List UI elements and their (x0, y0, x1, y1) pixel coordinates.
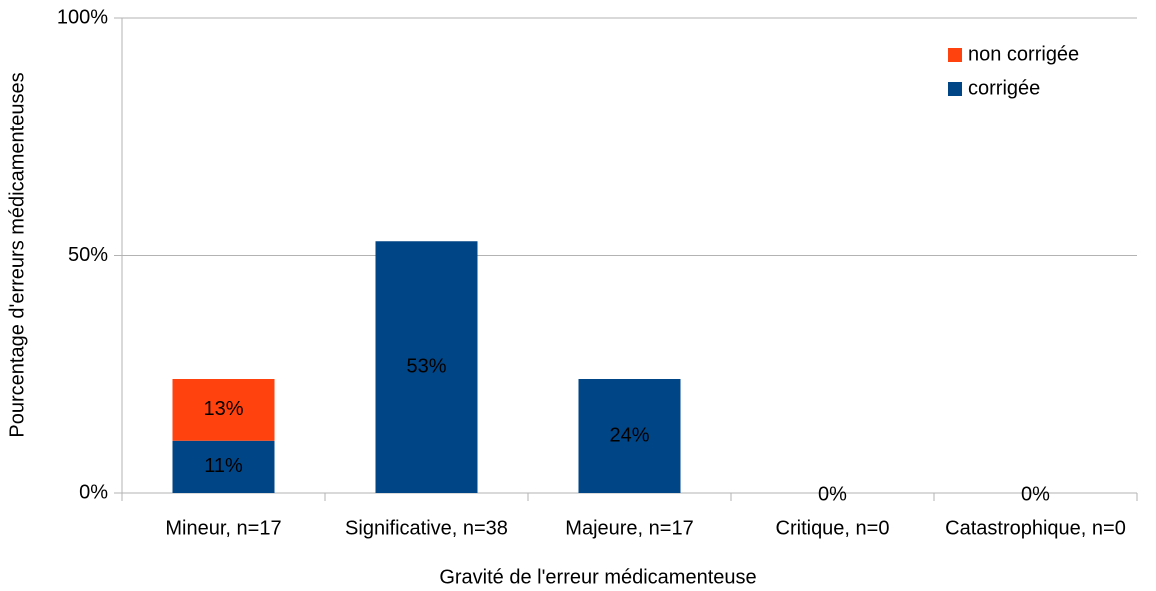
y-tick-label: 0% (79, 481, 108, 503)
data-label: 0% (818, 483, 847, 505)
data-label: 24% (609, 424, 649, 446)
bar-segment (578, 379, 681, 493)
data-label: 13% (203, 398, 243, 420)
y-axis-title: Pourcentage d'erreurs médicamenteuses (6, 72, 28, 437)
y-tick-label: 50% (68, 244, 108, 266)
legend-label: corrigée (968, 77, 1040, 99)
x-axis-title: Gravité de l'erreur médicamenteuse (439, 566, 756, 588)
data-label: 0% (1021, 483, 1050, 505)
data-label: 53% (406, 355, 446, 377)
x-tick-label: Majeure, n=17 (565, 517, 693, 539)
x-tick-label: Significative, n=38 (345, 517, 508, 539)
bar-segment (172, 379, 275, 441)
bar-segment (172, 440, 275, 493)
x-tick-label: Critique, n=0 (776, 517, 890, 539)
legend-swatch (948, 82, 962, 96)
x-tick-label: Catastrophique, n=0 (945, 517, 1126, 539)
legend-label: non corrigée (968, 43, 1079, 65)
legend-swatch (948, 48, 962, 62)
data-label: 11% (204, 455, 243, 477)
y-tick-label: 100% (57, 6, 108, 28)
x-tick-label: Mineur, n=17 (165, 517, 281, 539)
bar-segment (375, 241, 478, 493)
